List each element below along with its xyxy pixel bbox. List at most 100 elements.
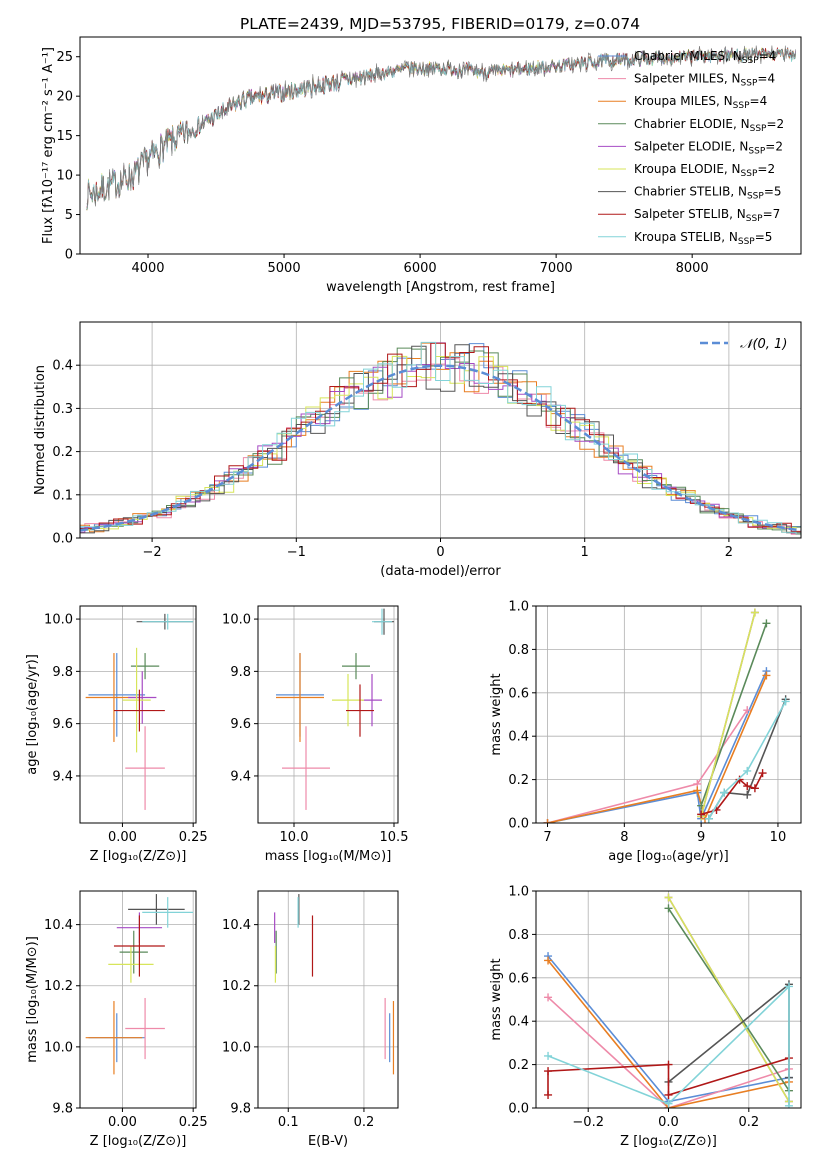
y-tick-label: 10.0	[222, 613, 251, 628]
error-bar-point	[122, 647, 151, 753]
plus-marker	[743, 706, 752, 715]
error-bar-point	[85, 1001, 143, 1075]
plot-area	[85, 613, 194, 810]
error-bar-point	[282, 726, 330, 810]
y-tick-label: 0.0	[508, 1102, 529, 1117]
y-tick-label: 10	[56, 169, 73, 184]
y-tick-label: 9.6	[52, 717, 73, 732]
y-tick-label: 0.2	[508, 1058, 529, 1073]
axes-frame	[257, 890, 399, 1109]
y-tick-label: 0.4	[508, 1015, 529, 1030]
legend-label: Salpeter STELIB, NSSP=7	[634, 207, 780, 224]
spectrum-legend: Chabrier MILES, NSSP=4 Salpeter MILES, NS…	[598, 49, 784, 247]
y-tick-label: 1.0	[508, 600, 529, 615]
error-bar-point	[128, 671, 157, 724]
x-tick-label: 0.25	[179, 1115, 208, 1130]
y-tick-label: 9.8	[230, 665, 251, 680]
x-tick-label: 9	[697, 830, 705, 845]
plus-marker	[750, 784, 759, 793]
y-axis-label: mass weight	[489, 958, 504, 1040]
plus-marker	[544, 956, 553, 965]
plot-area	[544, 893, 793, 1108]
legend-label: Chabrier ELODIE, NSSP=2	[634, 117, 784, 134]
error-bar-point	[125, 726, 165, 810]
plot-area	[276, 608, 394, 810]
plus-marker	[784, 1101, 793, 1108]
x-axis-label: Z [log₁₀(Z/Z⊙)]	[90, 1134, 187, 1149]
x-axis-label: wavelength [Angstrom, rest frame]	[326, 280, 555, 295]
error-bar-point	[113, 689, 165, 732]
plus-marker	[664, 1090, 673, 1099]
y-tick-label: 20	[56, 90, 73, 105]
x-tick-label: 8000	[676, 261, 709, 276]
y-axis-label: age [log₁₀(age/yr)]	[25, 654, 40, 775]
y-tick-label: 0.6	[508, 971, 529, 986]
x-tick-label: 8	[620, 830, 628, 845]
x-tick-label: 0.00	[108, 1115, 137, 1130]
error-bar-point	[332, 673, 364, 727]
x-axis-label: Z [log₁₀(Z/Z⊙)]	[620, 1134, 717, 1149]
series-line	[547, 709, 748, 823]
error-bar-point	[130, 653, 160, 680]
y-axis-label: mass weight	[489, 673, 504, 755]
error-bar-point	[142, 897, 194, 928]
y-axis-label: Normed distribution	[33, 365, 48, 495]
x-tick-label: 0.1	[278, 1115, 299, 1130]
y-tick-label: 15	[56, 129, 73, 144]
x-tick-label: 7	[543, 830, 551, 845]
y-tick-label: 10.0	[44, 613, 73, 628]
plus-marker	[762, 671, 771, 680]
histogram-step	[80, 342, 801, 532]
normal-curve	[80, 364, 801, 532]
plus-marker	[544, 1051, 553, 1060]
plus-marker	[743, 766, 752, 775]
histogram-step	[80, 358, 801, 535]
series-line	[547, 996, 790, 1108]
mass-weight-vs-metallicity-chart: −0.2 0.0 0.2 0.0 0.2 0.4 0.6 0.8 1.0 Z [log₁₀(Z/Z…	[489, 885, 802, 1149]
error-bar-point	[346, 684, 374, 737]
x-tick-label: −0.2	[572, 1115, 604, 1130]
legend-label: Chabrier MILES, NSSP=4	[634, 49, 776, 66]
x-tick-label: 4000	[131, 261, 164, 276]
mass-vs-metallicity-chart: 0.00 0.25 9.8 10.0 10.2 10.4 Z [log₁₀(Z/Z⊙)] ma…	[25, 890, 208, 1149]
y-tick-label: 0.2	[508, 773, 529, 788]
error-bar-point	[372, 608, 392, 635]
spectrum-chart: 4000 5000 6000 7000 8000 0 5 10 15 20 25 wavelength…	[41, 36, 802, 295]
y-tick-label: 0.2	[52, 445, 73, 460]
spectrum-data-line	[86, 45, 796, 207]
y-tick-label: 9.8	[52, 1102, 73, 1117]
error-bar-point	[119, 930, 148, 974]
y-tick-label: 9.6	[230, 717, 251, 732]
histogram-step	[80, 341, 801, 535]
x-tick-label: 0	[436, 545, 444, 560]
mass-vs-extinction-chart: 0.1 0.2 9.8 10.0 10.2 10.4 E(B-V)	[222, 890, 399, 1149]
error-bar-point	[125, 997, 165, 1060]
x-tick-label: 0.25	[179, 830, 208, 845]
x-tick-label: −2	[143, 545, 162, 560]
error-bar-point	[362, 673, 382, 727]
x-tick-label: 2	[725, 545, 733, 560]
error-bar-point	[342, 653, 370, 680]
series-line	[667, 897, 790, 1102]
plus-marker	[543, 819, 552, 823]
x-tick-label: 10	[770, 830, 787, 845]
error-bar-point	[128, 894, 185, 925]
legend-label: Salpeter MILES, NSSP=4	[634, 72, 775, 89]
x-axis-label: Z [log₁₀(Z/Z⊙)]	[90, 849, 187, 864]
y-tick-label: 0.8	[508, 928, 529, 943]
y-tick-label: 5	[65, 208, 73, 223]
plot-area	[274, 894, 395, 1075]
y-tick-label: 0.3	[52, 402, 73, 417]
series-line	[708, 701, 787, 820]
plot-area	[80, 341, 801, 536]
plus-marker	[544, 993, 553, 1002]
y-tick-label: 0.4	[52, 359, 73, 374]
axes-frame	[79, 890, 197, 1109]
plot-area	[85, 894, 194, 1075]
plus-marker	[784, 982, 793, 991]
legend-label: Salpeter ELODIE, NSSP=2	[634, 139, 783, 156]
x-axis-label: (data-model)/error	[380, 564, 501, 579]
y-tick-label: 10.0	[44, 1040, 73, 1055]
legend-label: Kroupa STELIB, NSSP=5	[634, 230, 772, 247]
